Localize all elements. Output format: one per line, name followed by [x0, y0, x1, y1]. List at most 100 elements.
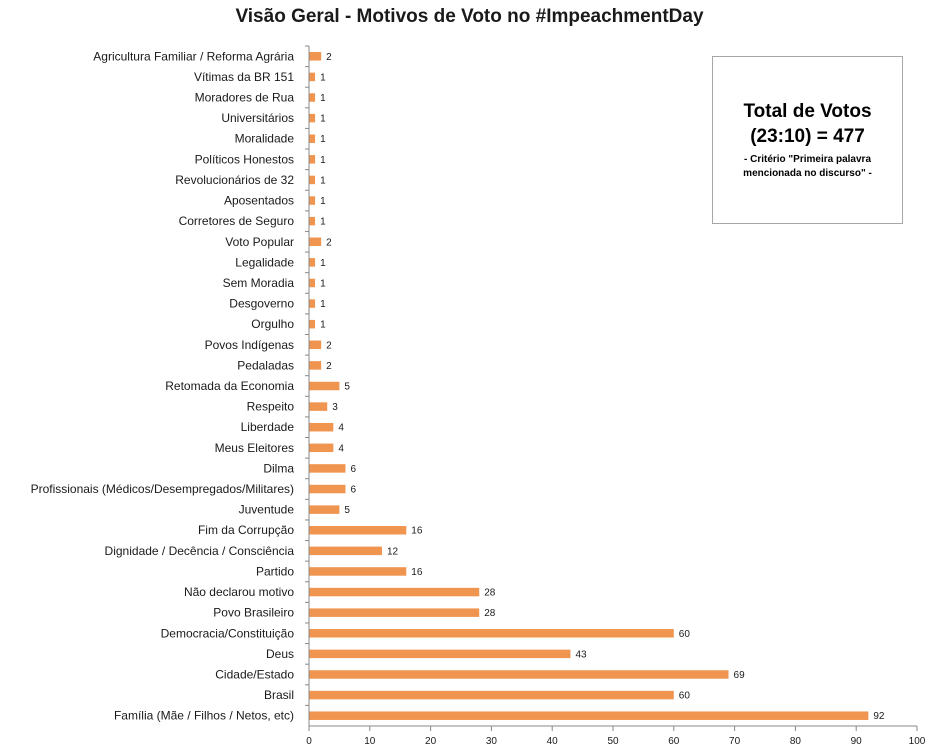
category-label: Corretores de Seguro	[179, 214, 295, 228]
bar	[309, 258, 316, 267]
data-label: 1	[320, 155, 326, 166]
bar	[309, 381, 340, 391]
bar	[309, 52, 322, 61]
x-tick-label: 20	[425, 736, 437, 747]
bar	[309, 340, 322, 350]
bar	[309, 175, 316, 185]
data-label: 3	[332, 402, 338, 413]
bar	[309, 649, 571, 659]
bar	[309, 608, 480, 617]
data-label: 69	[734, 670, 746, 681]
data-label: 12	[387, 546, 399, 557]
bar	[309, 72, 316, 82]
total-votes-title: Total de Votos (23:10) = 477	[713, 99, 902, 149]
bar	[309, 278, 316, 288]
bar	[309, 216, 316, 226]
x-tick-label: 60	[668, 736, 680, 747]
bar	[309, 443, 334, 453]
axes-layer: Agricultura Familiar / Reforma Agrária Ví…	[31, 45, 926, 747]
bar	[309, 134, 316, 143]
total-votes-title-line1: Total de Votos	[743, 101, 872, 122]
category-label: Dignidade / Decência / Consciência	[105, 544, 295, 558]
category-label: Respeito	[247, 400, 295, 414]
category-label: Pedaladas	[237, 358, 294, 372]
bar	[309, 525, 407, 535]
category-label: Fim da Corrupção	[198, 523, 294, 537]
category-label: Políticos Honestos	[195, 152, 294, 166]
bar	[309, 670, 729, 679]
data-label: 60	[679, 691, 691, 702]
category-label: Voto Popular	[225, 235, 294, 249]
data-label: 1	[320, 134, 326, 145]
x-tick-label: 50	[607, 736, 619, 747]
data-label: 1	[320, 114, 326, 125]
category-label: Meus Eleitores	[215, 441, 294, 455]
bar	[309, 319, 316, 329]
data-label: 4	[338, 423, 344, 434]
data-label: 1	[320, 258, 326, 269]
bar	[309, 690, 674, 700]
bar	[309, 587, 480, 597]
data-label: 60	[679, 629, 691, 640]
data-label: 92	[873, 711, 885, 722]
category-label: Orgulho	[251, 317, 294, 331]
category-label: Partido	[256, 564, 294, 578]
data-label: 2	[326, 340, 332, 351]
category-label: Legalidade	[235, 255, 294, 269]
x-tick-label: 80	[790, 736, 802, 747]
x-tick-label: 30	[486, 736, 498, 747]
total-votes-box: Total de Votos (23:10) = 477 - Critério …	[712, 56, 903, 224]
x-tick-label: 100	[909, 736, 926, 747]
data-label: 6	[350, 485, 356, 496]
data-label: 2	[326, 237, 332, 248]
data-label: 1	[320, 320, 326, 331]
data-label: 1	[320, 217, 326, 228]
category-label: Cidade/Estado	[215, 667, 294, 681]
data-label: 1	[320, 299, 326, 310]
category-label: Sem Moradia	[223, 276, 295, 290]
bar	[309, 113, 316, 123]
x-tick-label: 40	[547, 736, 559, 747]
category-label: Deus	[266, 647, 294, 661]
bar	[309, 361, 322, 370]
criteria-note: - Critério "Primeira palavra mencionada …	[713, 153, 902, 181]
category-label: Moradores de Rua	[195, 91, 295, 105]
total-votes-title-line2: (23:10) = 477	[750, 126, 865, 147]
bars-layer: 2111111112111122534466516121628286043696…	[309, 52, 885, 722]
category-label: Liberdade	[241, 420, 295, 434]
bar	[309, 484, 346, 494]
bar	[309, 196, 316, 205]
category-label: Retomada da Economia	[165, 379, 294, 393]
category-label: Povo Brasileiro	[213, 606, 294, 620]
data-label: 1	[320, 278, 326, 289]
data-label: 16	[411, 526, 423, 537]
category-label: Profissionais (Médicos/Desempregados/Mil…	[31, 482, 294, 496]
data-label: 43	[575, 649, 587, 660]
data-label: 1	[320, 196, 326, 207]
bar	[309, 299, 316, 308]
data-label: 2	[326, 361, 332, 372]
bar	[309, 155, 316, 164]
data-label: 28	[484, 588, 496, 599]
category-label: Vítimas da BR 151	[194, 70, 294, 84]
category-label: Universitários	[221, 111, 294, 125]
bar	[309, 464, 346, 473]
category-label: Aposentados	[224, 194, 294, 208]
data-label: 1	[320, 72, 326, 83]
bar	[309, 93, 316, 102]
x-tick-label: 0	[306, 736, 312, 747]
x-tick-label: 10	[364, 736, 376, 747]
category-label: Não declarou motivo	[184, 585, 294, 599]
bar	[309, 237, 322, 247]
bar	[309, 567, 407, 576]
bar	[309, 505, 340, 514]
category-label: Brasil	[264, 688, 294, 702]
bar	[309, 422, 334, 432]
category-label: Dilma	[263, 461, 294, 475]
criteria-note-line1: - Critério "Primeira palavra	[743, 154, 872, 165]
bar	[309, 711, 869, 720]
category-label: Democracia/Constituição	[161, 626, 295, 640]
x-tick-label: 70	[729, 736, 741, 747]
bar	[309, 546, 382, 556]
